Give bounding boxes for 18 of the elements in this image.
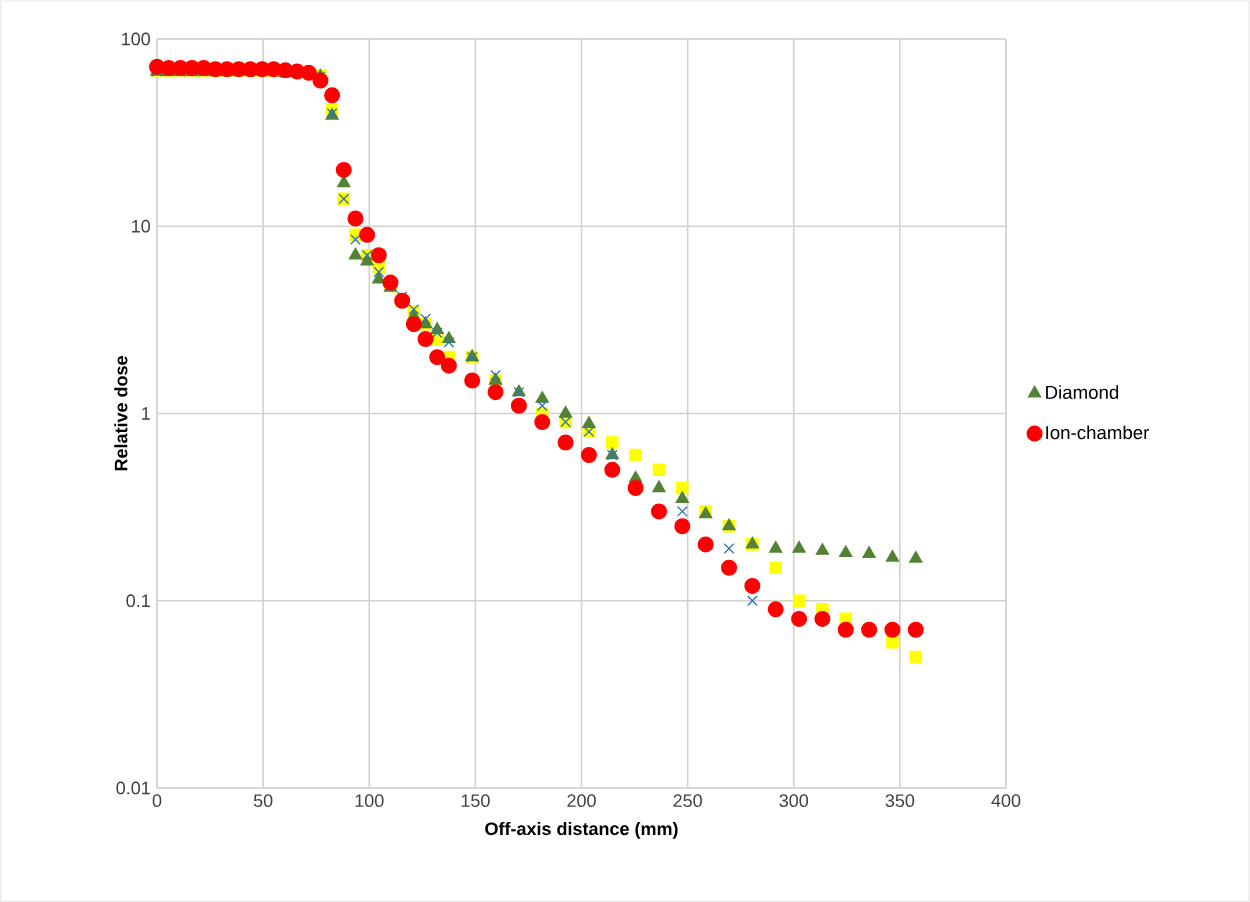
x-tick-label: 350 [885, 794, 915, 807]
legend-label: Ion-chamber [1046, 425, 1150, 440]
x-tick-label: 100 [355, 794, 384, 807]
legend-label: Diamond [1046, 385, 1119, 399]
y-tick-label: 100 [122, 32, 151, 46]
x-tick-label: 300 [779, 794, 809, 807]
y-tick-label: 1 [142, 407, 150, 420]
y-tick-label: 0.1 [126, 594, 150, 608]
x-tick-label: 250 [673, 794, 702, 807]
x-tick-label: 0 [152, 794, 162, 807]
x-tick-label: 200 [567, 794, 596, 807]
y-tick-label: 0.01 [116, 781, 150, 795]
x-tick-label: 50 [253, 794, 273, 807]
x-tick-label: 150 [461, 794, 490, 807]
x-axis-title: Off-axis distance (mm) [485, 821, 678, 839]
x-tick-label: 400 [991, 794, 1021, 807]
y-tick-label: 10 [132, 219, 151, 233]
y-axis-title: Relative dose [114, 356, 128, 471]
